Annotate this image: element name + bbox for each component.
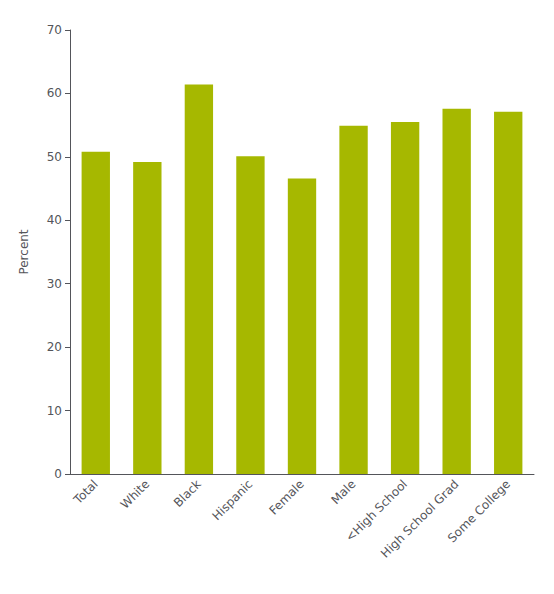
svg-text:10: 10: [47, 404, 62, 418]
svg-text:30: 30: [47, 277, 62, 291]
svg-text:Percent: Percent: [17, 229, 31, 274]
svg-text:Black: Black: [171, 477, 204, 510]
svg-text:70: 70: [47, 23, 62, 37]
svg-text:Male: Male: [329, 477, 359, 507]
svg-text:20: 20: [47, 340, 62, 354]
svg-text:Hispanic: Hispanic: [209, 477, 255, 523]
svg-text:White: White: [118, 477, 153, 512]
svg-text:Female: Female: [266, 477, 307, 518]
svg-text:40: 40: [47, 213, 62, 227]
svg-text:Some College: Some College: [445, 477, 513, 545]
svg-text:60: 60: [47, 86, 62, 100]
svg-text:50: 50: [47, 150, 62, 164]
svg-text:0: 0: [54, 467, 62, 481]
svg-text:<High School: <High School: [342, 477, 411, 545]
svg-text:High School Grad: High School Grad: [378, 477, 462, 561]
svg-text:Total: Total: [70, 477, 100, 507]
